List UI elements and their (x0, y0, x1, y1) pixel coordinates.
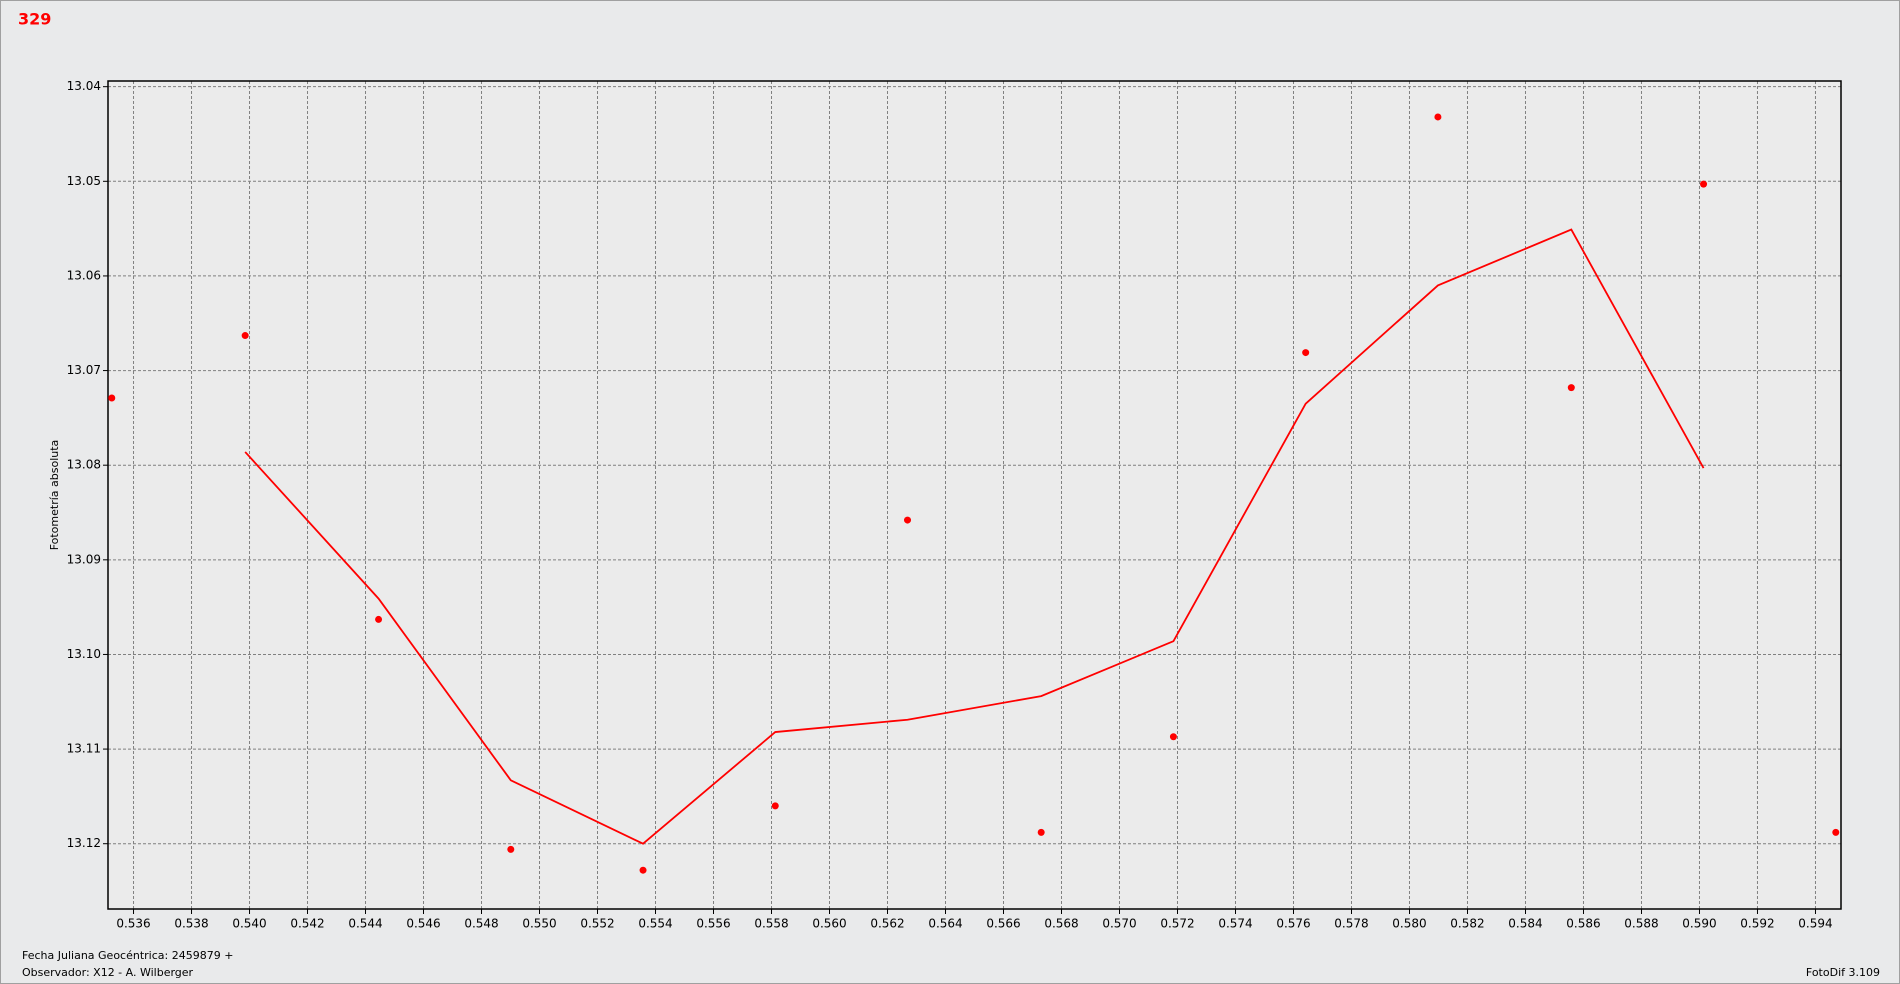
y-tick-label: 13.08 (67, 458, 101, 472)
x-tick-label: 0.594 (1798, 917, 1832, 931)
data-point (904, 516, 912, 524)
x-tick-label: 0.538 (174, 917, 208, 931)
x-tick-label: 0.548 (464, 917, 498, 931)
footer-observer: Observador: X12 - A. Wilberger (22, 966, 194, 979)
x-tick-label: 0.592 (1740, 917, 1774, 931)
y-tick-label: 13.11 (67, 742, 101, 756)
x-tick-label: 0.590 (1682, 917, 1716, 931)
x-tick-label: 0.546 (406, 917, 440, 931)
x-tick-label: 0.544 (348, 917, 382, 931)
x-tick-label: 0.574 (1218, 917, 1252, 931)
data-point (1700, 180, 1708, 188)
x-tick-label: 0.564 (928, 917, 962, 931)
data-point (1832, 828, 1840, 836)
x-tick-label: 0.578 (1334, 917, 1368, 931)
x-tick-label: 0.540 (232, 917, 266, 931)
y-tick-label: 13.10 (67, 647, 101, 661)
data-point (241, 332, 249, 340)
y-tick-label: 13.05 (67, 174, 101, 188)
data-point (1037, 828, 1045, 836)
x-tick-label: 0.586 (1566, 917, 1600, 931)
y-tick-label: 13.09 (67, 552, 101, 566)
x-tick-label: 0.584 (1508, 917, 1542, 931)
data-point (1567, 384, 1575, 392)
x-tick-label: 0.536 (116, 917, 150, 931)
data-point (108, 394, 116, 402)
data-point (507, 845, 515, 853)
x-tick-label: 0.558 (754, 917, 788, 931)
data-point (771, 802, 779, 810)
x-tick-label: 0.570 (1102, 917, 1136, 931)
data-line (244, 228, 1705, 845)
x-tick-label: 0.588 (1624, 917, 1658, 931)
y-tick-label: 13.07 (67, 363, 101, 377)
x-tick-label: 0.542 (290, 917, 324, 931)
y-tick-label: 13.12 (67, 836, 101, 850)
footer-software: FotoDif 3.109 (1806, 966, 1880, 979)
x-tick-label: 0.566 (986, 917, 1020, 931)
x-tick-label: 0.568 (1044, 917, 1078, 931)
x-tick-label: 0.562 (870, 917, 904, 931)
y-tick-label: 13.06 (67, 268, 101, 282)
x-tick-label: 0.550 (522, 917, 556, 931)
data-point (375, 615, 383, 623)
x-tick-label: 0.556 (696, 917, 730, 931)
x-tick-label: 0.560 (812, 917, 846, 931)
x-tick-label: 0.576 (1276, 917, 1310, 931)
x-tick-label: 0.552 (580, 917, 614, 931)
plot-area (108, 81, 1841, 909)
y-tick-label: 13.04 (67, 79, 101, 93)
chart-title: 329 (18, 10, 51, 29)
data-point (1169, 733, 1177, 741)
plot-border (107, 80, 1842, 910)
x-tick-label: 0.580 (1392, 917, 1426, 931)
x-tick-label: 0.554 (638, 917, 672, 931)
data-point (1434, 113, 1442, 121)
x-tick-label: 0.572 (1160, 917, 1194, 931)
data-point (1302, 349, 1310, 357)
x-tick-label: 0.582 (1450, 917, 1484, 931)
footer-date: Fecha Juliana Geocéntrica: 2459879 + (22, 949, 233, 962)
data-point (639, 866, 647, 874)
y-axis-label: Fotometría absoluta (48, 440, 61, 551)
